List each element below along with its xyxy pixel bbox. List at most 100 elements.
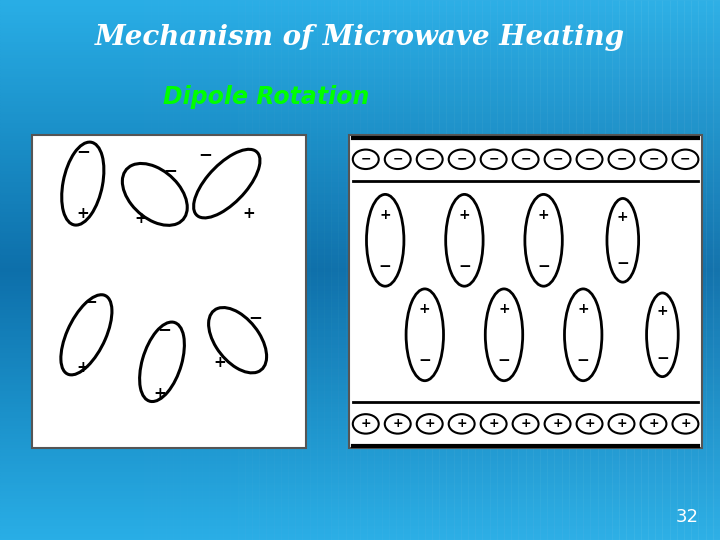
Circle shape	[449, 150, 474, 169]
Bar	[0, 294, 720, 297]
Bar	[691, 0, 698, 540]
Bar	[0, 508, 720, 510]
Circle shape	[513, 150, 539, 169]
Bar	[0, 446, 720, 448]
Ellipse shape	[647, 293, 678, 377]
Bar	[0, 73, 720, 76]
Ellipse shape	[140, 322, 184, 402]
Text: −: −	[379, 259, 392, 273]
Text: +: +	[616, 417, 627, 430]
Bar	[0, 143, 720, 146]
Bar	[0, 491, 720, 494]
Bar	[166, 0, 173, 540]
Bar	[43, 0, 50, 540]
Bar	[0, 205, 720, 208]
Bar	[0, 0, 7, 540]
Bar	[0, 40, 720, 43]
Bar	[288, 0, 295, 540]
Bar	[230, 0, 238, 540]
Bar	[0, 11, 720, 14]
Text: −: −	[577, 353, 590, 368]
Bar	[266, 0, 274, 540]
Bar	[29, 0, 36, 540]
Bar	[79, 0, 86, 540]
Text: +: +	[552, 417, 563, 430]
Bar	[281, 0, 288, 540]
Bar	[0, 297, 720, 300]
Bar	[396, 0, 403, 540]
Bar	[7, 0, 14, 540]
Bar	[0, 475, 720, 478]
Text: +: +	[379, 207, 391, 221]
Bar	[0, 151, 720, 154]
Text: −: −	[616, 256, 629, 271]
Text: −: −	[488, 153, 499, 166]
Bar	[389, 0, 396, 540]
Bar	[677, 0, 684, 540]
Bar	[511, 0, 518, 540]
Ellipse shape	[607, 198, 639, 282]
Bar	[0, 162, 720, 165]
Bar	[0, 238, 720, 240]
Text: +: +	[680, 417, 690, 430]
Bar	[0, 130, 720, 132]
Circle shape	[608, 414, 634, 434]
Bar	[0, 289, 720, 292]
Circle shape	[544, 150, 570, 169]
Bar	[0, 68, 720, 70]
Bar	[0, 262, 720, 265]
Bar	[0, 235, 720, 238]
Text: +: +	[213, 355, 226, 370]
Bar	[0, 108, 720, 111]
Circle shape	[449, 414, 474, 434]
Bar	[0, 305, 720, 308]
Ellipse shape	[446, 194, 483, 286]
Bar	[0, 248, 720, 251]
Bar	[0, 259, 720, 262]
Bar	[0, 173, 720, 176]
Bar	[346, 0, 353, 540]
Bar	[0, 537, 720, 540]
Bar	[0, 529, 720, 532]
Bar	[367, 0, 374, 540]
Bar	[0, 240, 720, 243]
Bar	[0, 435, 720, 437]
Bar	[0, 14, 720, 16]
Bar	[108, 0, 115, 540]
Ellipse shape	[194, 149, 260, 218]
Circle shape	[384, 414, 410, 434]
Text: −: −	[552, 153, 563, 166]
Bar	[0, 324, 720, 327]
Bar	[0, 8, 720, 11]
Bar	[353, 0, 360, 540]
Circle shape	[417, 414, 443, 434]
Text: Mechanism of Microwave Heating: Mechanism of Microwave Heating	[95, 24, 625, 51]
Circle shape	[544, 414, 570, 434]
Bar	[648, 0, 655, 540]
Bar	[0, 483, 720, 486]
Bar	[0, 54, 720, 57]
Text: −: −	[521, 153, 531, 166]
Bar	[0, 5, 720, 8]
Ellipse shape	[406, 289, 444, 381]
Circle shape	[513, 414, 539, 434]
Bar	[0, 38, 720, 40]
Bar	[0, 62, 720, 65]
Bar	[0, 148, 720, 151]
Text: +: +	[392, 417, 403, 430]
Bar	[461, 0, 468, 540]
Bar	[0, 57, 720, 59]
Bar	[0, 505, 720, 508]
Bar	[0, 0, 720, 3]
Text: Dipole Rotation: Dipole Rotation	[163, 85, 369, 109]
Bar	[0, 227, 720, 229]
Circle shape	[481, 150, 507, 169]
Bar	[0, 51, 720, 54]
Bar	[101, 0, 108, 540]
Bar	[410, 0, 418, 540]
Bar	[0, 378, 720, 381]
Bar	[0, 192, 720, 194]
Bar	[490, 0, 497, 540]
Bar	[245, 0, 252, 540]
Text: +: +	[617, 210, 629, 224]
